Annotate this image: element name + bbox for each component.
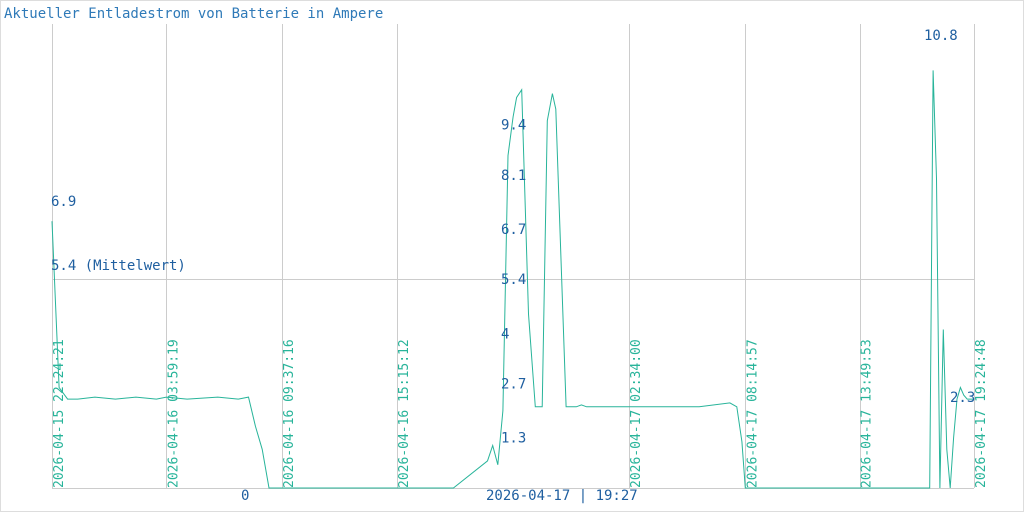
x-tick-label: 2026-04-17 13:49:53 (860, 339, 875, 488)
mean-label: 5.4 (Mittelwert) (51, 258, 186, 274)
current-value-label: 2.3 (950, 390, 975, 406)
max-label: 10.8 (924, 28, 958, 44)
chart-title: Aktueller Entladestrom von Batterie in A… (4, 6, 383, 22)
y-tick-label: 1.3 (501, 431, 526, 447)
x-tick-label: 2026-04-16 09:37:16 (282, 339, 297, 488)
x-tick-label: 2026-04-16 03:59:19 (166, 339, 181, 488)
start-value-label: 6.9 (51, 194, 76, 210)
series-layer (51, 70, 974, 489)
y-tick-label: 4 (501, 326, 509, 342)
min-label: 0 (241, 488, 249, 504)
series-line (51, 70, 974, 489)
labels-layer: 1.3 2.7 4 5.4 6.7 8.1 9.4 2026-04-15 22:24:21 20… (51, 28, 989, 504)
x-tick-label: 2026-04-17 02:34:00 (629, 339, 644, 488)
y-tick-label: 9.4 (501, 118, 526, 134)
x-tick-label: 2026-04-15 22:24:21 (52, 339, 67, 488)
y-tick-label: 6.7 (501, 222, 526, 238)
y-tick-label: 5.4 (501, 272, 526, 288)
y-tick-label: 2.7 (501, 377, 526, 393)
x-tick-label: 2026-04-16 15:15:12 (397, 339, 412, 488)
x-tick-label: 2026-04-17 19:24:48 (974, 339, 989, 488)
footer-timestamp: 2026-04-17 | 19:27 (486, 488, 638, 504)
y-tick-label: 8.1 (501, 168, 526, 184)
x-tick-label: 2026-04-17 08:14:57 (745, 339, 760, 488)
